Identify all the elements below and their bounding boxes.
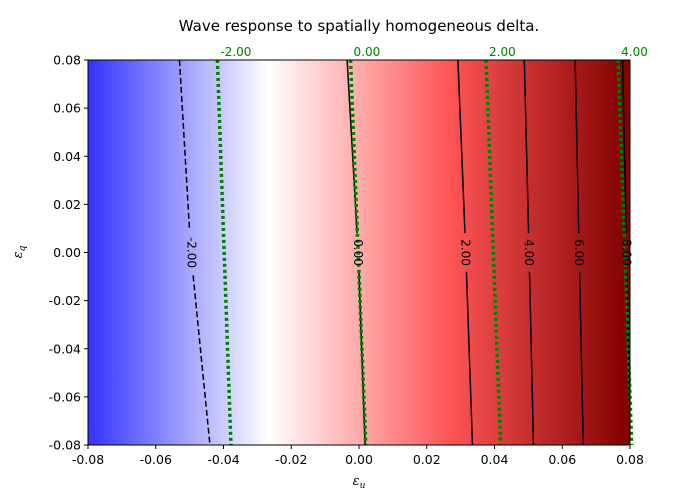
x-tick-label: -0.06 [140,452,172,467]
contour-labels: -2.00 0.00 2.00 4.00 6.00 8.00 [184,237,633,268]
y-tick-label: 0.06 [53,101,81,116]
x-tick-label: 0.04 [481,452,509,467]
x-tick-label: -0.02 [275,452,307,467]
green-contour-line [215,59,233,446]
y-tick-label: -0.02 [49,293,81,308]
y-tick-label: 0.00 [53,245,81,260]
green-contour-label: 0.00 [354,45,381,59]
green-contour-label: -2.00 [220,45,251,59]
contour-line-segment [528,271,535,445]
x-axis-label: εu [353,474,366,491]
green-contour-lines: -2.00 0.00 2.00 4.00 [215,45,648,446]
contour-line-segment [523,60,530,234]
x-tick-label: 0.08 [616,452,644,467]
contour-label: 0.00 [351,239,365,266]
green-contour-line [616,59,634,446]
y-axis-label: εq [11,245,28,258]
contour-line-segment [457,60,466,234]
x-tick-label: 0.00 [345,452,373,467]
x-tick-label: -0.08 [72,452,104,467]
contour-line-segment [578,271,585,445]
contour-line-segment [621,60,627,234]
contour-line-segment [465,271,474,445]
y-tick-label: -0.04 [49,341,81,356]
x-tick-label: -0.04 [207,452,239,467]
contour-line-segment [192,275,211,445]
y-tick-label: 0.08 [53,53,81,68]
contour-label: -2.00 [184,237,198,268]
contour-label: 6.00 [572,239,586,266]
chart-title: Wave response to spatially homogeneous d… [179,17,539,35]
x-tick-label: 0.06 [548,452,576,467]
contour-label: 8.00 [620,239,634,266]
y-axis: -0.08 -0.06 -0.04 -0.02 0.00 0.02 0.04 0.06 0.08 [49,53,88,453]
x-axis: -0.08 -0.06 -0.04 -0.02 0.00 0.02 0.04 0.06 0.08 [72,445,644,467]
plot-area: -2.00 0.00 2.00 4.00 -2.00 0.00 2.00 4.00 6.00 8… [87,45,648,446]
contour-label: 2.00 [459,239,473,266]
x-tick-label: 0.02 [413,452,441,467]
contour-line-segment [178,60,191,230]
green-contour-line [348,59,368,446]
green-contour-label: 2.00 [489,45,516,59]
contour-line-segment [574,60,580,234]
y-tick-label: -0.06 [49,389,81,404]
y-tick-label: -0.08 [49,438,81,453]
contour-label: 4.00 [522,239,536,266]
y-tick-label: 0.02 [53,197,81,212]
y-tick-label: 0.04 [53,149,81,164]
green-contour-line [484,59,503,446]
green-contour-label: 4.00 [621,45,648,59]
